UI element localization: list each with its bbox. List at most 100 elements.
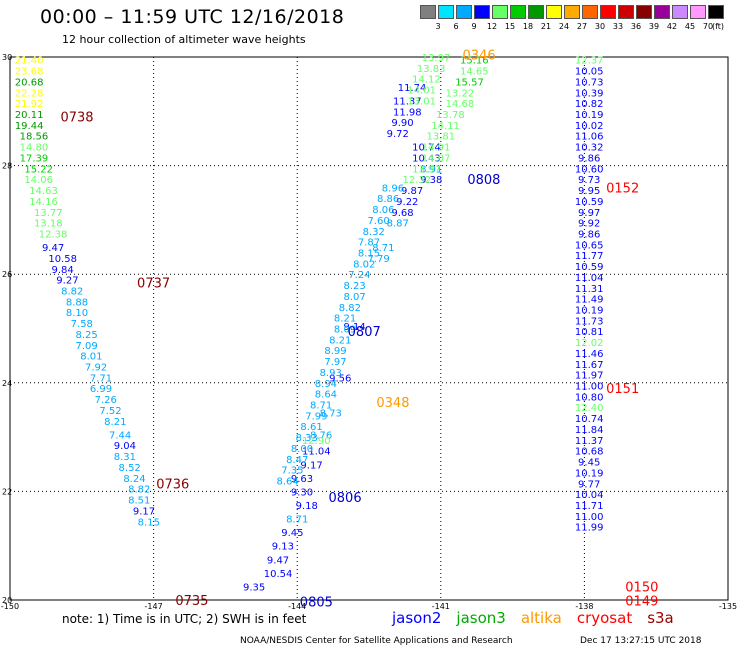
swh-value-altika: 8.09 xyxy=(334,325,356,336)
swh-value-s3a: 14.63 xyxy=(29,186,58,197)
color-scale-tick: 70 xyxy=(702,22,714,31)
y-tick-label: 28 xyxy=(2,162,12,171)
color-swatch xyxy=(636,5,652,19)
swh-value-jason3: 15.16 xyxy=(460,56,489,67)
swh-value-jason2: 9.87 xyxy=(401,186,423,197)
swh-value-altika: 7.60 xyxy=(367,216,389,227)
color-swatch xyxy=(528,5,544,19)
swh-value-s3a: 10.58 xyxy=(48,254,77,265)
swh-value-s3a: 7.58 xyxy=(71,319,93,330)
swh-value-cryosat: 12.40 xyxy=(575,403,604,414)
swh-value-jason2: 7.79 xyxy=(367,254,389,265)
swh-value-s3a: 8.10 xyxy=(66,308,88,319)
swh-value-s3a: 14.16 xyxy=(29,197,58,208)
swh-value-s3a: 8.25 xyxy=(75,330,97,341)
swh-value-s3a: 20.68 xyxy=(15,77,44,88)
swh-value-jason3: 15.57 xyxy=(455,77,484,88)
color-swatch xyxy=(582,5,598,19)
color-swatch xyxy=(708,5,724,19)
swh-value-cryosat: 10.04 xyxy=(575,490,604,501)
swh-value-cryosat: 10.32 xyxy=(575,143,604,154)
satellite-legend-cryosat: cryosat xyxy=(576,609,633,627)
swh-value-altika: 7.24 xyxy=(348,270,370,281)
swh-value-cryosat: 9.92 xyxy=(578,219,600,230)
swh-value-altika: 8.02 xyxy=(353,259,375,270)
swh-value-altika: 8.32 xyxy=(363,227,385,238)
y-tick-label: 24 xyxy=(2,379,12,388)
swh-value-altika: 8.23 xyxy=(344,281,366,292)
color-swatch xyxy=(564,5,580,19)
color-swatch xyxy=(600,5,616,19)
pass-time-label: 0151 xyxy=(606,382,639,397)
swh-value-s3a: 8.01 xyxy=(80,352,102,363)
color-swatch xyxy=(474,5,490,19)
satellite-legend-jason3: jason3 xyxy=(456,609,506,627)
swh-value-cryosat: 11.99 xyxy=(575,523,604,534)
swh-value-cryosat: 10.39 xyxy=(575,88,604,99)
swh-value-jason3: 13.81 xyxy=(426,132,455,143)
swh-value-s3a: 8.51 xyxy=(128,496,150,507)
swh-value-altika: 8.21 xyxy=(334,314,356,325)
footnote: note: 1) Time is in UTC; 2) SWH is in fe… xyxy=(62,612,307,626)
swh-value-jason2: 8.91 xyxy=(420,164,442,175)
swh-value-cryosat: 9.77 xyxy=(578,479,600,490)
color-swatch xyxy=(690,5,706,19)
satellite-legend-s3a: s3a xyxy=(647,609,674,627)
swh-value-jason2: 9.30 xyxy=(291,487,313,498)
swh-value-s3a: 13.18 xyxy=(34,219,63,230)
color-scale-tick: 30 xyxy=(594,22,606,31)
swh-value-s3a: 20.11 xyxy=(15,110,44,121)
swh-value-jason3: 14.68 xyxy=(446,99,475,110)
color-scale-tick: 39 xyxy=(648,22,660,31)
swh-value-jason2: 11.98 xyxy=(393,107,422,118)
x-tick-label: -135 xyxy=(719,602,737,611)
color-scale-tick: 12 xyxy=(486,22,498,31)
swh-value-cryosat: 10.59 xyxy=(575,197,604,208)
swh-value-s3a: 7.44 xyxy=(109,430,131,441)
swh-value-altika: 8.86 xyxy=(377,194,399,205)
swh-value-s3a: 9.47 xyxy=(42,243,64,254)
color-scale-tick: 21 xyxy=(540,22,552,31)
swh-value-altika: 8.21 xyxy=(329,335,351,346)
swh-value-jason2: 9.68 xyxy=(391,208,413,219)
swh-value-jason2: 9.13 xyxy=(272,542,294,553)
swh-value-altika: 8.33 xyxy=(296,433,318,444)
swh-value-cryosat: 9.45 xyxy=(578,458,600,469)
swh-value-altika: 8.00 xyxy=(291,444,313,455)
swh-value-cryosat: 10.65 xyxy=(575,240,604,251)
color-swatch xyxy=(654,5,670,19)
swh-value-s3a: 8.52 xyxy=(119,463,141,474)
source-credit: NOAA/NESDIS Center for Satellite Applica… xyxy=(240,636,513,646)
swh-value-altika: 8.61 xyxy=(300,422,322,433)
swh-value-jason2: 9.72 xyxy=(387,129,409,140)
swh-value-altika: 8.06 xyxy=(372,205,394,216)
swh-value-s3a: 18.56 xyxy=(20,132,49,143)
swh-value-s3a: 7.26 xyxy=(95,395,117,406)
satellite-legend: jason2 jason3 altika cryosat s3a xyxy=(392,609,689,627)
generated-timestamp: Dec 17 13:27:15 UTC 2018 xyxy=(580,636,702,646)
swh-value-s3a: 7.09 xyxy=(75,341,97,352)
swh-value-cryosat: 11.04 xyxy=(575,273,604,284)
x-tick-label: -147 xyxy=(145,602,163,611)
swh-value-jason2: 10.43 xyxy=(412,153,441,164)
swh-value-s3a: 14.80 xyxy=(20,143,49,154)
swh-value-jason2: 9.22 xyxy=(396,197,418,208)
swh-value-jason3: 13.22 xyxy=(446,88,475,99)
swh-value-jason3: 13.97 xyxy=(412,164,441,175)
pass-time-label: 0807 xyxy=(348,325,381,340)
swh-value-s3a: 21.92 xyxy=(15,99,44,110)
swh-value-altika: 7.97 xyxy=(324,357,346,368)
color-scale-tick: 27 xyxy=(576,22,588,31)
swh-value-s3a: 8.82 xyxy=(128,485,150,496)
swh-value-jason2: 8.73 xyxy=(320,409,342,420)
swh-value-jason2: 9.14 xyxy=(344,322,366,333)
y-tick-label: 30 xyxy=(2,53,12,62)
color-scale-unit: (ft) xyxy=(712,22,725,31)
swh-value-jason3: 14.07 xyxy=(422,153,451,164)
plot-frame xyxy=(9,56,729,601)
pass-time-label: 0736 xyxy=(156,477,189,492)
swh-value-jason3: 13.78 xyxy=(436,110,465,121)
swh-value-s3a: 21.40 xyxy=(15,56,44,67)
color-swatch xyxy=(618,5,634,19)
color-scale-tick: 45 xyxy=(684,22,696,31)
